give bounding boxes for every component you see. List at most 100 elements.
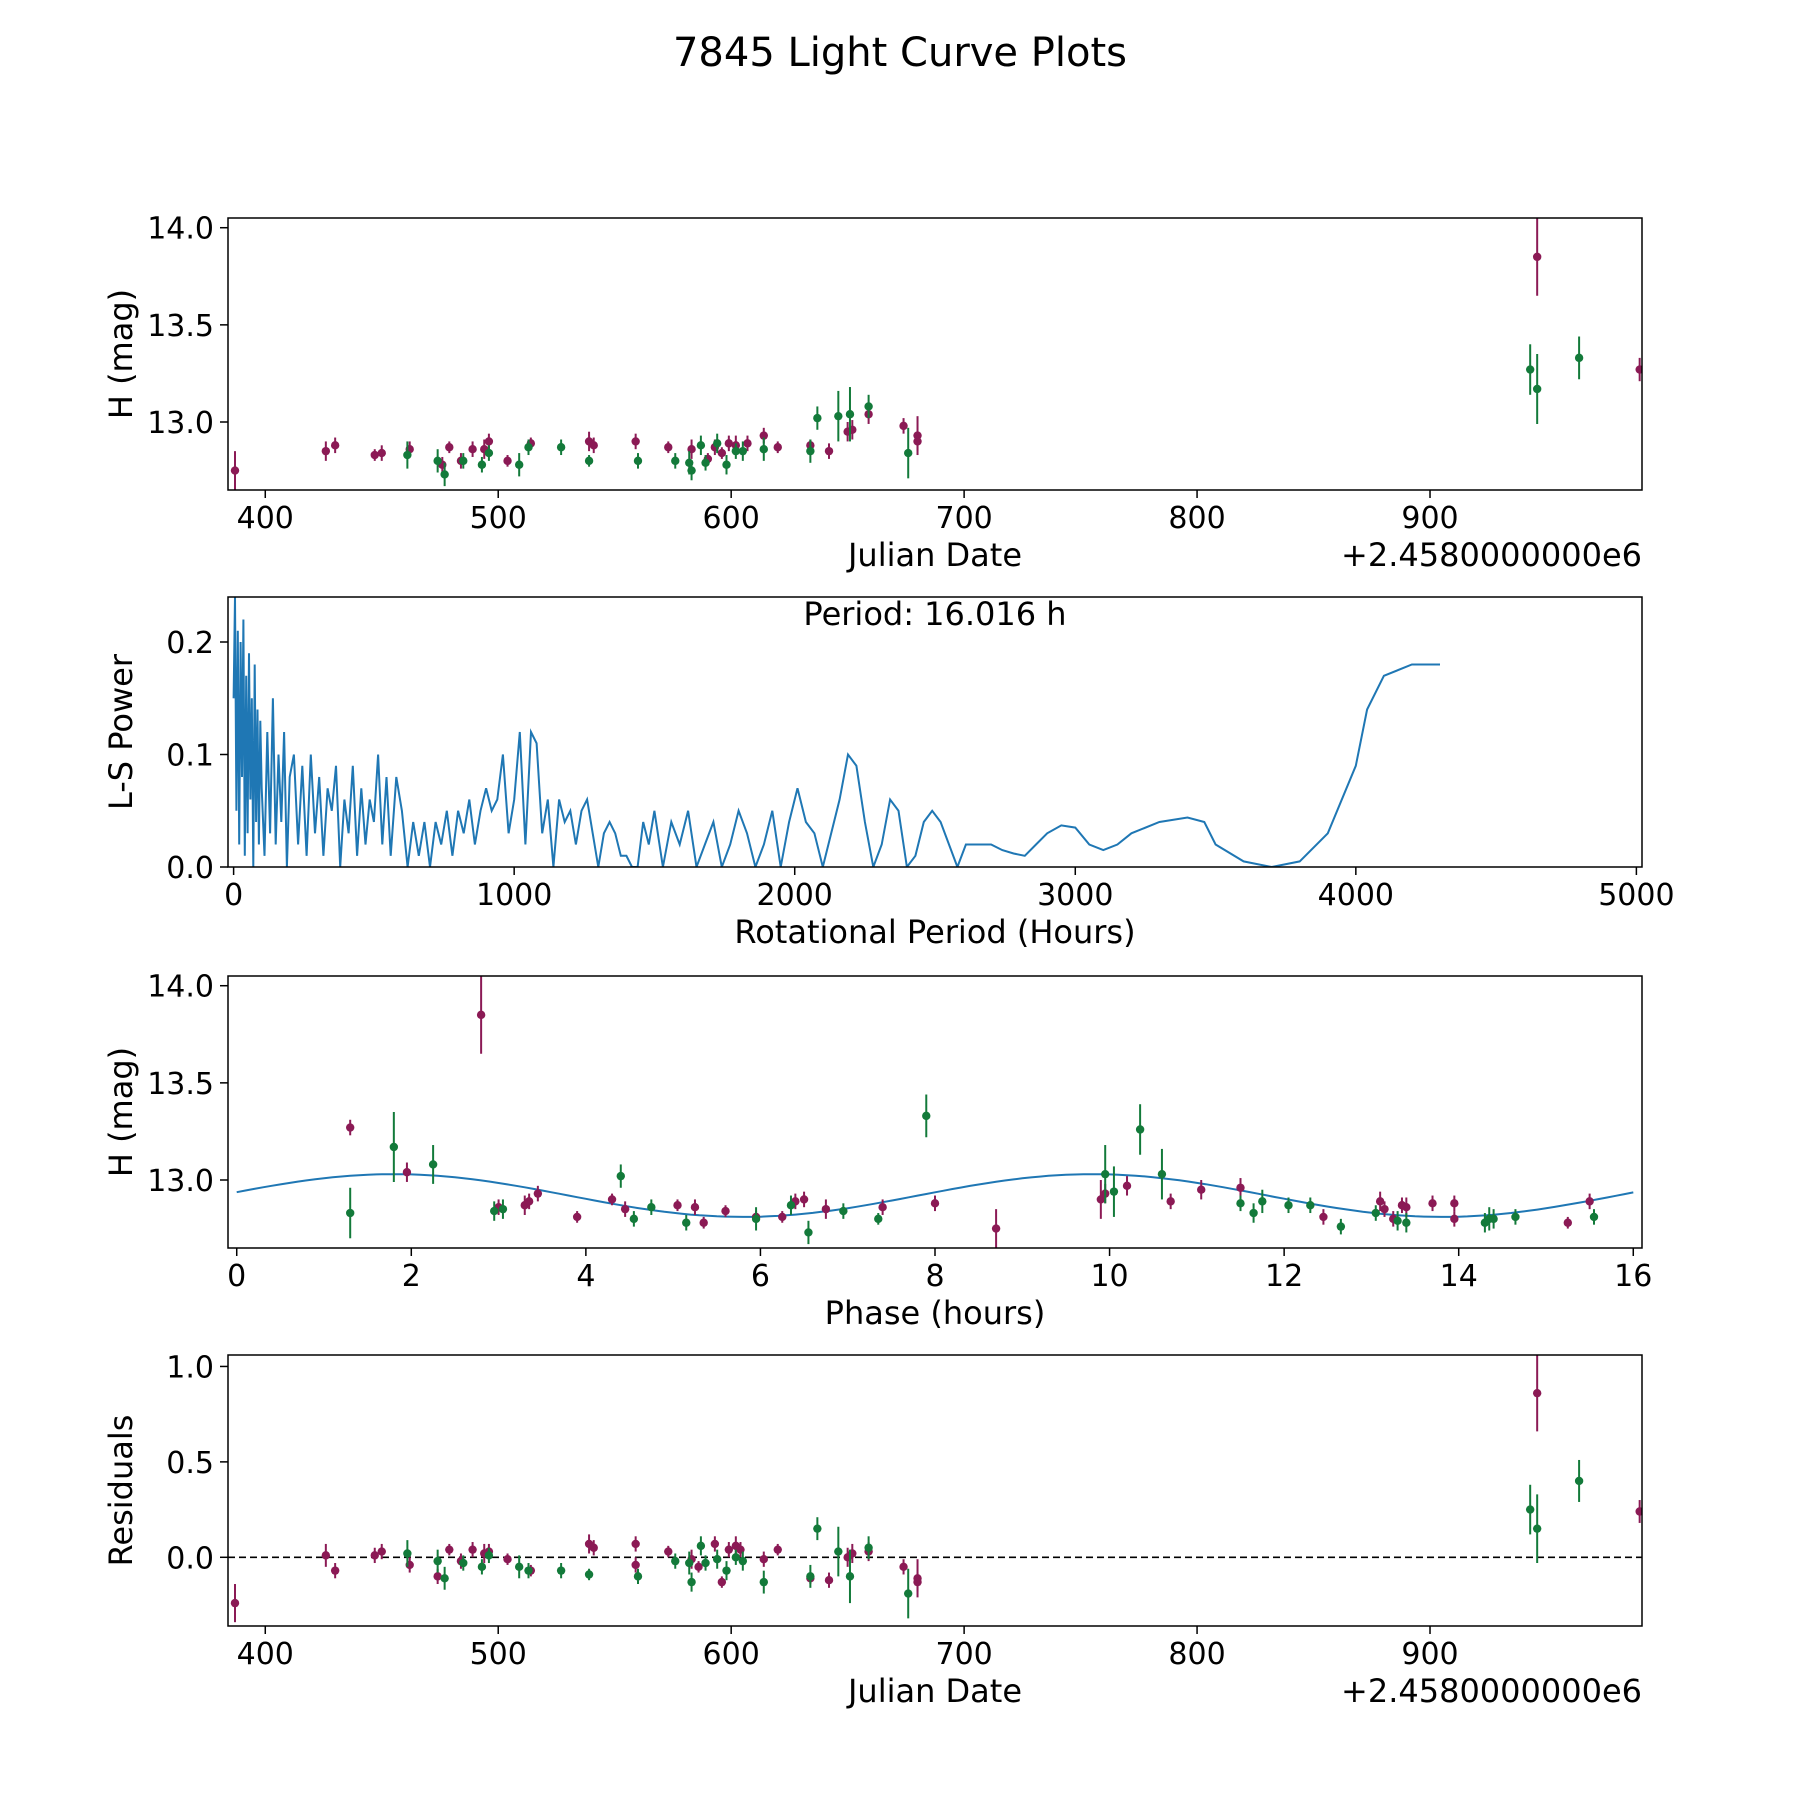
data-point <box>1166 1197 1175 1206</box>
data-point <box>913 437 922 446</box>
y-tick-label: 14.0 <box>147 212 214 247</box>
data-point <box>1428 1199 1437 1208</box>
data-point <box>1532 1388 1542 1398</box>
x-tick-label: 800 <box>1168 1637 1225 1672</box>
data-point <box>377 448 386 458</box>
data-point <box>824 1575 834 1585</box>
data-point <box>433 1572 442 1581</box>
data-point <box>1197 1185 1206 1194</box>
data-point <box>503 1555 512 1564</box>
data-point <box>490 1206 499 1216</box>
series-1 <box>403 336 1584 487</box>
data-point <box>701 458 710 467</box>
data-point <box>724 439 734 448</box>
data-point <box>899 1562 908 1572</box>
data-point <box>633 1572 643 1581</box>
x-tick-label: 10 <box>1090 1259 1128 1294</box>
x-axis-label: Julian Date <box>846 536 1022 574</box>
data-point <box>671 456 680 466</box>
data-point <box>899 421 908 431</box>
x-axis-label: Julian Date <box>846 1672 1022 1710</box>
data-point <box>806 446 815 456</box>
data-point <box>1532 252 1542 262</box>
data-point <box>1574 353 1584 363</box>
data-point <box>904 448 913 458</box>
data-point <box>778 1212 787 1222</box>
data-point <box>1532 1524 1542 1533</box>
data-point <box>743 439 752 448</box>
data-point <box>722 460 731 469</box>
data-point <box>864 402 873 411</box>
data-point <box>1319 1212 1328 1222</box>
data-point <box>824 446 834 456</box>
plot-area <box>230 218 1642 490</box>
y-axis-label: L-S Power <box>102 653 140 810</box>
x-tick-label: 900 <box>1401 501 1458 536</box>
model-fit-curve <box>236 1173 1634 1218</box>
data-point <box>389 1142 399 1152</box>
data-point <box>524 443 533 452</box>
data-point <box>589 441 598 450</box>
data-point <box>503 456 512 466</box>
data-point <box>631 1560 640 1570</box>
x-tick-label: 400 <box>237 501 294 536</box>
data-point <box>1574 1476 1584 1486</box>
data-point <box>671 1556 680 1566</box>
data-point <box>377 1547 386 1556</box>
panel-residuals: 400 500 600 700 800 900 0.0 0.5 1.0 Julian Date Re… <box>102 1350 1643 1710</box>
x-tick-label: 4 <box>576 1259 595 1294</box>
series-1 <box>345 1094 1599 1245</box>
x-tick-label: 600 <box>703 1637 760 1672</box>
data-point <box>1589 1212 1599 1222</box>
y-tick-label: 1.0 <box>166 1350 214 1385</box>
data-point <box>1101 1169 1110 1179</box>
data-point <box>445 1545 454 1554</box>
data-point <box>524 1197 534 1206</box>
data-point <box>330 441 340 450</box>
data-point <box>738 1556 748 1566</box>
data-point <box>607 1195 617 1204</box>
data-point <box>1525 365 1535 374</box>
data-point <box>759 445 768 454</box>
series-0 <box>230 218 1642 490</box>
data-point <box>717 448 727 458</box>
data-point <box>721 1206 730 1216</box>
data-point <box>1109 1187 1119 1196</box>
x-tick-label: 700 <box>935 501 992 536</box>
plot-area <box>232 597 1440 867</box>
data-point <box>1511 1212 1520 1222</box>
data-point <box>433 456 442 466</box>
power-spectrum-line <box>232 597 1440 867</box>
data-point <box>345 1123 355 1132</box>
y-axis-label: H (mag) <box>102 289 140 419</box>
data-point <box>1525 1505 1535 1514</box>
data-point <box>633 456 643 466</box>
data-point <box>685 1558 694 1568</box>
data-point <box>620 1204 630 1214</box>
x-tick-label: 0 <box>227 1259 246 1294</box>
data-point <box>514 1562 524 1572</box>
x-tick-label: 600 <box>703 501 760 536</box>
period-annotation: Period: 16.016 h <box>803 595 1066 633</box>
data-point <box>514 460 524 469</box>
data-point <box>696 441 706 450</box>
data-point <box>1532 384 1542 394</box>
y-axis-label: Residuals <box>102 1415 140 1567</box>
data-point <box>370 1551 379 1560</box>
figure-title: 7845 Light Curve Plots <box>673 30 1127 76</box>
data-point <box>813 413 822 423</box>
data-point <box>759 1577 768 1587</box>
data-point <box>930 1199 940 1208</box>
data-point <box>1284 1201 1293 1210</box>
x-tick-label: 500 <box>470 501 527 536</box>
data-point <box>533 1189 543 1198</box>
data-point <box>321 1551 331 1560</box>
data-point <box>1380 1204 1389 1214</box>
data-point <box>572 1212 582 1222</box>
data-point <box>821 1204 831 1214</box>
data-point <box>1157 1169 1167 1179</box>
data-point <box>345 1208 355 1218</box>
data-point <box>440 1574 449 1583</box>
